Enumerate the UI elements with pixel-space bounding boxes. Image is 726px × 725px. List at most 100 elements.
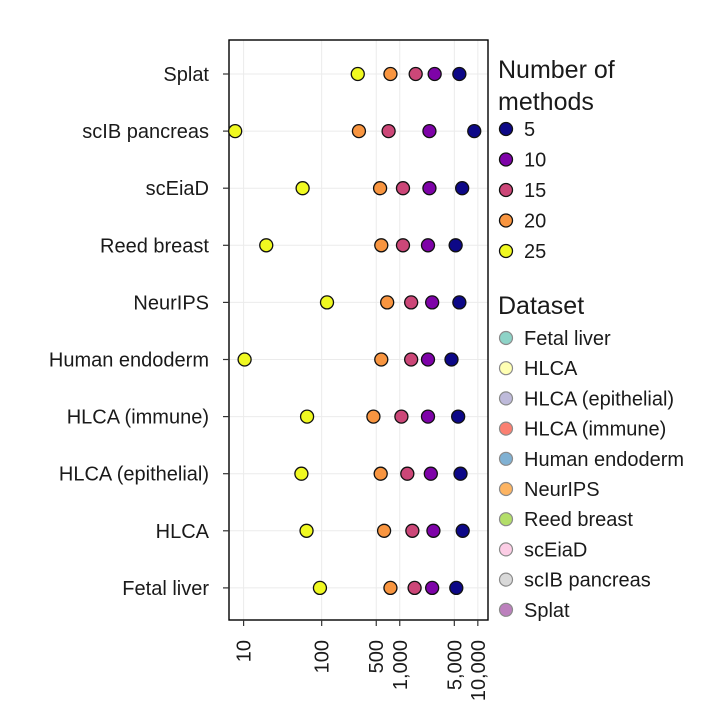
data-point-15-4: [404, 295, 419, 310]
data-point-10-4: [424, 295, 440, 310]
x-tick-label: 100: [312, 640, 334, 673]
legend-methods-label: 25: [524, 241, 546, 263]
y-tick-label: Human endoderm: [49, 350, 209, 372]
data-point-10-0: [427, 66, 442, 82]
legend-dataset-swatch-0: [498, 330, 514, 346]
legend-methods-title: methods: [498, 88, 594, 116]
data-point-5-4: [452, 295, 467, 310]
y-tick-label: HLCA (epithelial): [59, 464, 209, 486]
y-tick-label: HLCA (immune): [67, 407, 209, 429]
data-point-20-7: [373, 466, 388, 481]
data-point-20-2: [372, 181, 388, 196]
data-point-25-7: [294, 466, 309, 481]
data-point-5-9: [449, 580, 464, 596]
legend-methods-label: 5: [524, 119, 535, 141]
data-point-5-3: [448, 238, 463, 253]
legend-dataset-label: Splat: [524, 600, 570, 622]
legend-dataset-label: Fetal liver: [524, 328, 611, 350]
data-point-20-9: [383, 580, 398, 596]
data-point-25-6: [299, 409, 315, 424]
legend-dataset-title: Dataset: [498, 292, 584, 320]
legend-dataset-swatch-2: [498, 391, 514, 406]
x-tick-label: 10: [234, 640, 256, 662]
data-point-5-2: [455, 181, 470, 196]
y-tick-label: NeurIPS: [133, 292, 209, 314]
data-point-10-7: [423, 466, 438, 481]
legend-dataset-swatch-7: [498, 542, 514, 557]
data-point-25-8: [299, 523, 314, 538]
data-point-20-8: [376, 523, 392, 538]
data-point-10-8: [426, 523, 441, 538]
legend-methods-swatch-20: [498, 213, 514, 228]
data-point-15-2: [395, 181, 411, 196]
data-point-10-1: [422, 123, 437, 139]
legend-methods-title: Number of: [498, 56, 615, 84]
data-point-25-9: [312, 580, 328, 596]
legend-dataset-swatch-9: [498, 602, 514, 617]
legend-dataset-swatch-5: [498, 481, 514, 497]
data-point-20-1: [351, 123, 367, 139]
y-tick-label: Reed breast: [100, 235, 209, 257]
legend-dataset-swatch-1: [498, 361, 514, 376]
legend-dataset-label: HLCA (immune): [524, 419, 666, 441]
y-tick-label: Fetal liver: [122, 578, 209, 600]
y-tick-label: Splat: [163, 64, 209, 86]
legend-dataset-swatch-6: [498, 512, 514, 527]
legend-methods-label: 10: [524, 150, 546, 172]
data-point-25-3: [259, 238, 274, 253]
data-point-20-3: [374, 238, 389, 253]
data-point-15-0: [408, 66, 423, 82]
data-point-10-5: [420, 352, 436, 367]
data-point-10-6: [420, 409, 436, 424]
plot-panel-border: [228, 39, 489, 621]
data-point-25-0: [350, 66, 365, 82]
legend-dataset-label: HLCA: [524, 358, 578, 380]
data-point-20-4: [380, 295, 395, 310]
legend-dataset-swatch-8: [498, 572, 514, 587]
legend-methods-swatch-10: [498, 152, 514, 167]
legend-dataset-swatch-4: [498, 451, 514, 466]
data-point-15-7: [400, 466, 415, 481]
legend-dataset-label: Human endoderm: [524, 449, 684, 471]
data-point-15-5: [404, 352, 419, 367]
legend-methods-swatch-25: [498, 243, 514, 259]
legend-dataset-label: Reed breast: [524, 509, 633, 531]
data-point-15-9: [407, 580, 422, 596]
data-point-25-2: [295, 181, 310, 196]
x-tick-label: 500: [366, 640, 388, 673]
y-tick-label: scEiaD: [146, 178, 209, 200]
legend-dataset-label: HLCA (epithelial): [524, 388, 674, 410]
data-point-15-6: [394, 409, 409, 424]
data-point-20-0: [383, 66, 398, 82]
data-point-20-6: [366, 409, 381, 424]
data-point-10-9: [424, 580, 440, 596]
data-point-15-3: [395, 238, 411, 253]
legend-dataset-label: scIB pancreas: [524, 570, 651, 592]
data-point-15-1: [381, 123, 396, 139]
data-point-10-2: [422, 181, 437, 196]
legend-methods-swatch-15: [498, 182, 514, 198]
data-point-5-5: [444, 352, 459, 367]
data-point-5-8: [455, 523, 470, 538]
y-tick-label: scIB pancreas: [82, 121, 209, 143]
data-point-15-8: [405, 523, 420, 538]
data-point-5-6: [451, 409, 466, 424]
data-point-25-1: [228, 123, 243, 139]
legend-dataset-swatch-3: [498, 421, 514, 436]
legend-methods-label: 15: [524, 180, 546, 202]
data-point-5-7: [453, 466, 468, 481]
data-point-20-5: [374, 352, 389, 367]
data-point-25-4: [319, 295, 335, 310]
x-tick-label: 10,000: [468, 640, 490, 701]
data-point-10-3: [420, 238, 436, 253]
legend-dataset-label: scEiaD: [524, 539, 587, 561]
legend-dataset-label: NeurIPS: [524, 479, 600, 501]
data-point-5-1: [467, 123, 482, 139]
x-tick-label: 1,000: [390, 640, 412, 690]
x-tick-label: 5,000: [444, 640, 466, 690]
legend-methods-label: 20: [524, 211, 546, 233]
data-point-25-5: [237, 352, 252, 367]
y-tick-label: HLCA: [156, 521, 210, 543]
